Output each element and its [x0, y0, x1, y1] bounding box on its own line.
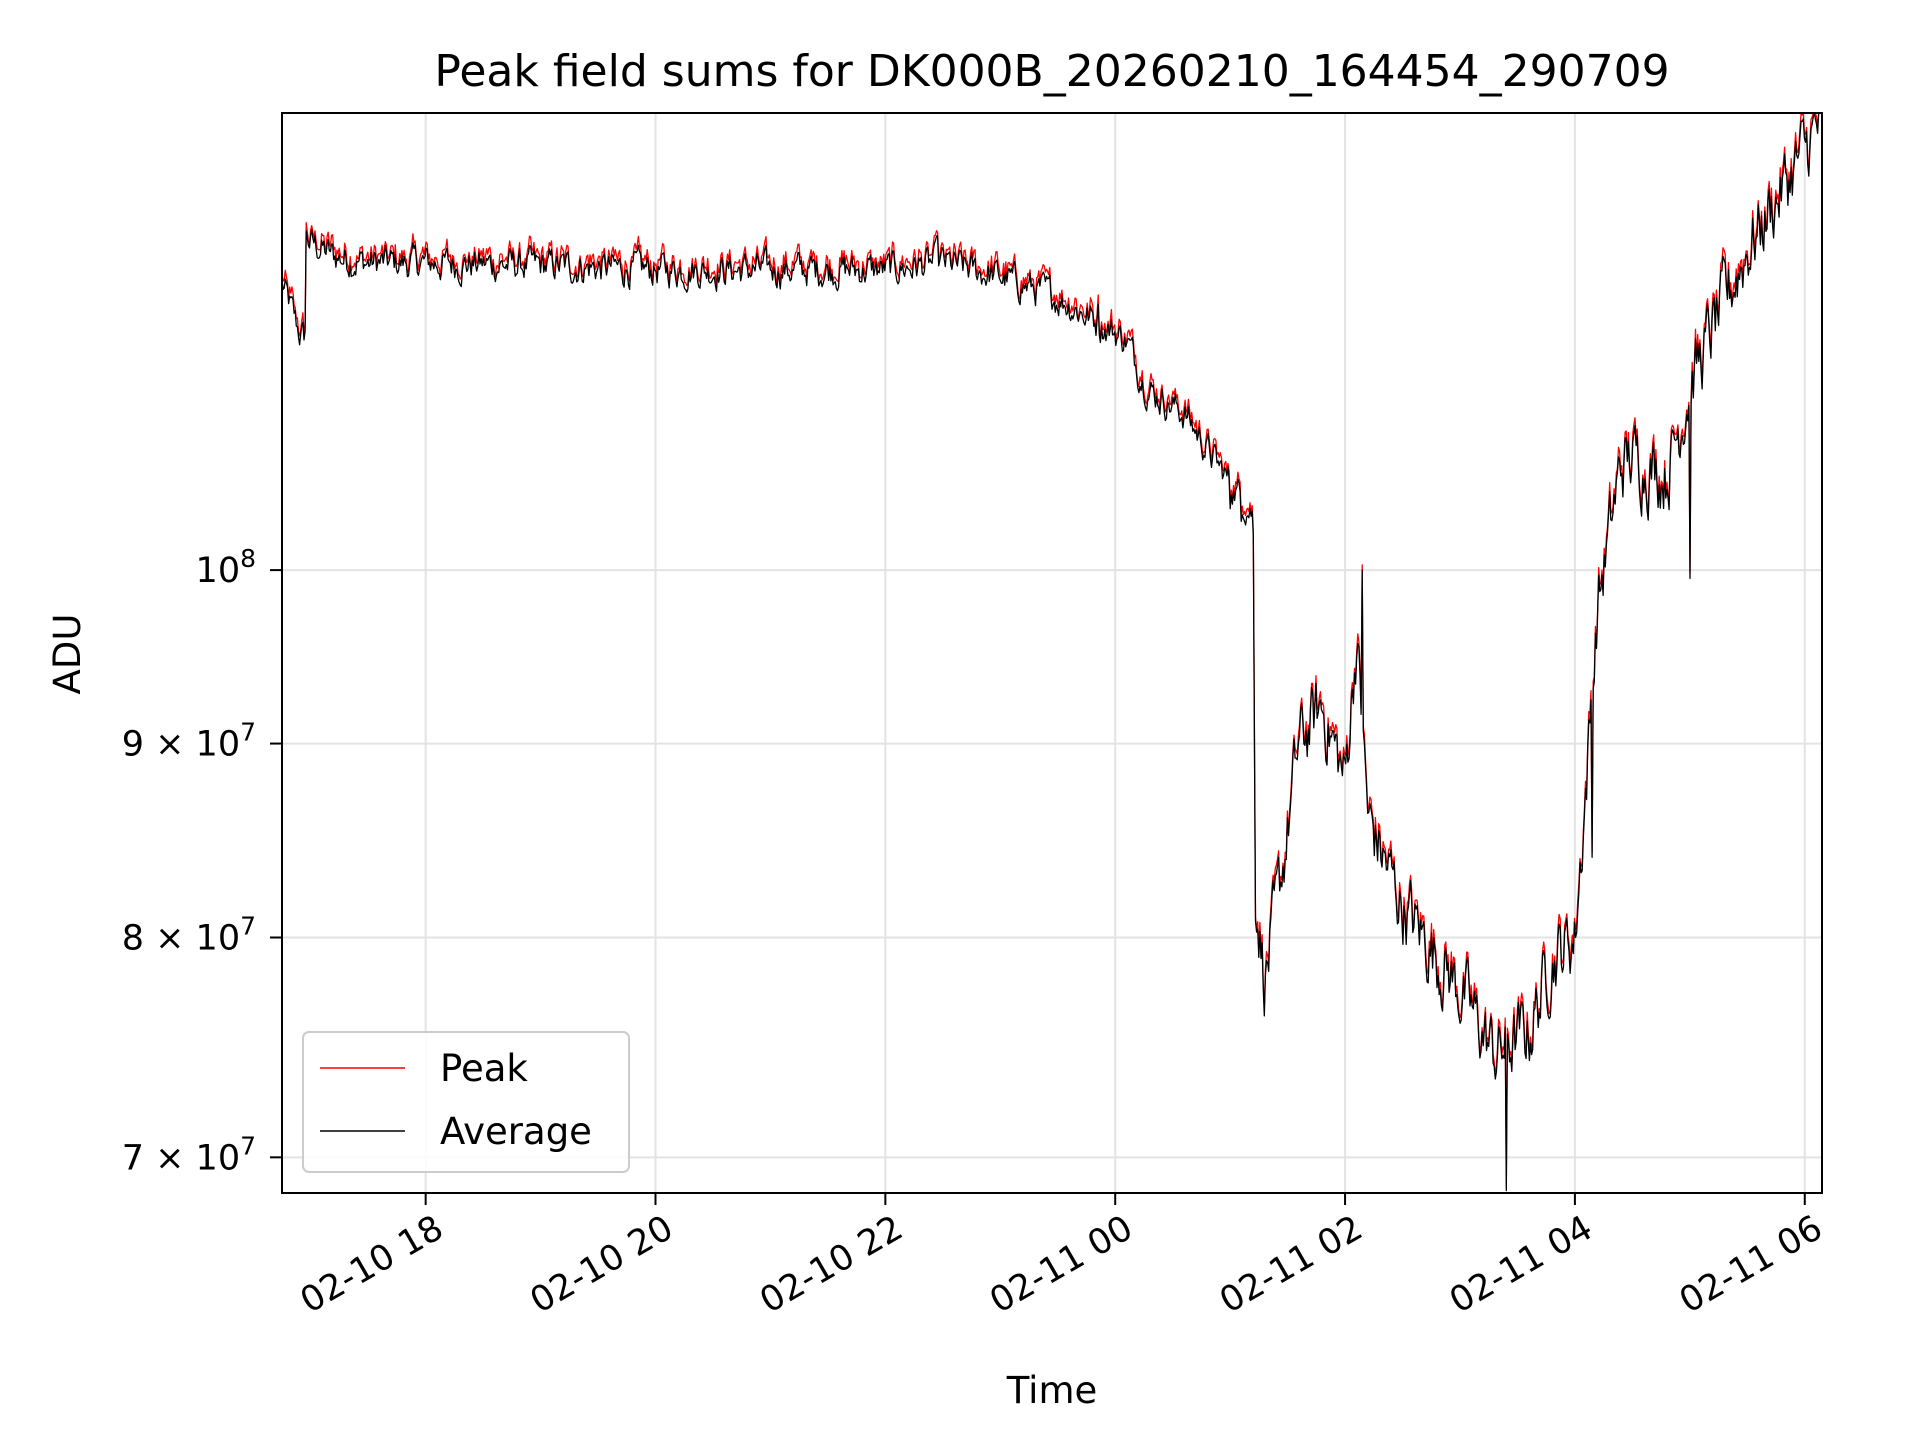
- y-tick-label: 7 × 107: [122, 1131, 256, 1178]
- series-line-peak: [282, 113, 1822, 1184]
- legend-label-average: Average: [440, 1110, 592, 1153]
- grid: [282, 113, 1822, 1193]
- legend-label-peak: Peak: [440, 1047, 528, 1090]
- y-tick-label: 8 × 107: [122, 911, 256, 958]
- chart-title: Peak field sums for DK000B_20260210_1644…: [434, 46, 1669, 97]
- series-line-average: [282, 113, 1822, 1192]
- series-group: [282, 113, 1822, 1192]
- legend-box: [302, 1031, 630, 1173]
- legend: Peak Average: [302, 1031, 630, 1173]
- y-axis-label: ADU: [46, 614, 89, 695]
- y-tick-label: 9 × 107: [122, 718, 256, 765]
- plot-frame: [281, 112, 1823, 1194]
- x-axis-label: Time: [1006, 1369, 1098, 1412]
